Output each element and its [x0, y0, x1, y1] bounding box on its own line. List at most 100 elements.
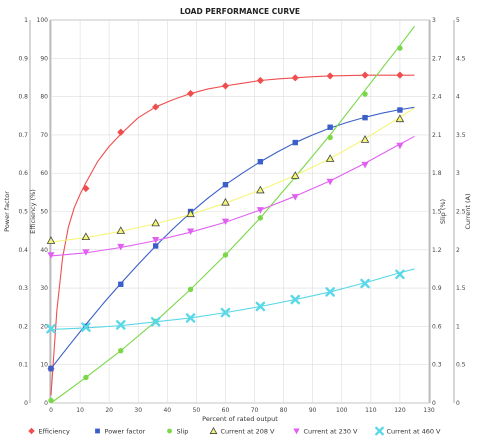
current-at-230-v-point	[186, 228, 195, 236]
eff-axis-label: Efficiency (%)	[29, 189, 37, 234]
current-tick-label: 4.5	[456, 55, 466, 62]
current-at-208-v-point	[151, 218, 160, 227]
power-factor-point	[222, 181, 229, 188]
slip-point	[118, 347, 124, 354]
pf-tick-label: 0.7	[18, 132, 28, 139]
current-tick-label: 0.5	[456, 362, 466, 369]
power-factor-point	[397, 107, 403, 113]
eff-tick-label: 10	[40, 362, 48, 369]
slip-point	[83, 374, 89, 381]
eff-tick-label: 70	[40, 132, 48, 139]
legend-item-power-factor[interactable]: Power factor	[95, 427, 146, 435]
pf-tick-label: 0.9	[18, 55, 28, 62]
x-tick-label: 90	[309, 407, 317, 414]
pf-tick-label: 0.2	[18, 323, 28, 330]
x-tick-label: 20	[105, 407, 113, 414]
current-at-208-v-point	[395, 114, 405, 123]
current-tick-label: 3.5	[456, 132, 466, 139]
legend-item-efficiency[interactable]: Efficiency	[28, 427, 70, 435]
current-at-230-v-point	[152, 236, 160, 244]
current-at-460-v-point	[220, 307, 231, 318]
series-curves	[50, 26, 415, 404]
legend-label-efficiency: Efficiency	[39, 427, 70, 435]
efficiency-point	[117, 128, 125, 136]
current-at-230-v-point	[47, 252, 55, 259]
current-at-208-v-point	[186, 209, 195, 218]
pf-tick-label: 1	[24, 17, 28, 24]
x-tick-label: 40	[163, 407, 171, 414]
power-factor-point	[362, 114, 368, 121]
current-at-460-v-point	[290, 294, 301, 305]
slip-tick-label: 0.6	[432, 323, 442, 330]
current-at-460-v-point	[185, 313, 196, 323]
current-tick-label: 2	[456, 247, 460, 254]
efficiency-point	[291, 74, 299, 82]
slip-point	[327, 134, 333, 141]
current-at-208-v-point	[256, 185, 265, 194]
efficiency-point	[152, 103, 160, 111]
x-tick-label: 10	[76, 407, 84, 414]
efficiency-point	[256, 76, 264, 85]
efficiency-point	[396, 71, 404, 79]
pf-tick-label: 0.6	[18, 170, 28, 177]
current-at-208-v-point	[116, 226, 126, 234]
current-at-230-v-point	[221, 218, 230, 226]
eff-tick-label: 100	[37, 17, 49, 24]
legend-marker-current-at-460-v	[375, 426, 384, 436]
eff-tick-label: 40	[40, 247, 48, 254]
current-at-208-v-point	[290, 171, 300, 179]
current-at-460-v-point	[46, 323, 56, 334]
x-tick-label: 0	[49, 407, 53, 414]
legend-marker-slip	[167, 428, 172, 434]
current-at-230-v-point	[256, 207, 264, 214]
efficiency-point	[186, 89, 195, 98]
x-tick-label: 60	[222, 407, 230, 414]
legend-item-current-at-208-v[interactable]: Current at 208 V	[209, 426, 275, 435]
current-at-230-v-point	[396, 142, 404, 150]
axes: 0 10 20 30 40 50 60 70 80 90 100 110 120 13000.10.20.…	[3, 17, 472, 423]
slip-point	[397, 45, 403, 51]
pf-tick-label: 0	[24, 400, 28, 407]
slip-point	[362, 91, 368, 97]
power-factor-point	[292, 139, 298, 146]
current-at-230-v-point	[82, 249, 90, 256]
current-tick-label: 4	[456, 94, 460, 101]
slip-tick-label: 3	[432, 17, 436, 24]
slip-tick-label: 0.3	[432, 362, 442, 369]
power-factor-point	[257, 159, 264, 165]
series-markers	[46, 45, 405, 404]
current-at-460-v-point	[325, 287, 335, 297]
slip-point	[222, 252, 229, 258]
slip-tick-label: 0	[432, 400, 436, 407]
current-at-460-v-point	[255, 301, 266, 312]
x-tick-label: 110	[365, 407, 377, 414]
current-at-460-v-line	[50, 268, 415, 331]
eff-tick-label: 50	[40, 209, 48, 216]
pf-tick-label: 0.4	[18, 247, 28, 254]
pf-tick-label: 0.3	[18, 285, 28, 292]
current-tick-label: 5	[456, 17, 460, 24]
slip-axis-label: Slip (%)	[439, 199, 447, 224]
current-at-230-v-point	[117, 243, 125, 251]
x-tick-label: 50	[193, 407, 201, 414]
legend-item-current-at-230-v[interactable]: Current at 230 V	[293, 427, 358, 435]
x-tick-label: 30	[134, 407, 142, 414]
current-axis-label: Current (A)	[464, 194, 472, 230]
power-factor-point	[48, 365, 54, 372]
x-tick-label: 100	[336, 407, 348, 414]
current-at-208-v-point	[81, 232, 91, 241]
current-at-460-v-point	[360, 278, 370, 289]
slip-tick-label: 1.2	[432, 247, 442, 254]
legend-item-current-at-460-v[interactable]: Current at 460 V	[375, 426, 441, 436]
current-tick-label: 3	[456, 170, 460, 177]
slip-tick-label: 1.5	[432, 209, 442, 216]
current-at-460-v-point	[150, 317, 161, 327]
slip-point	[48, 397, 54, 404]
legend-item-slip[interactable]: Slip	[167, 427, 188, 435]
legend-marker-power-factor	[95, 428, 100, 434]
current-at-230-v-point	[291, 194, 299, 201]
power-factor-point	[327, 124, 333, 130]
pf-tick-label: 0.8	[18, 94, 28, 101]
current-at-208-v-line	[50, 107, 415, 243]
